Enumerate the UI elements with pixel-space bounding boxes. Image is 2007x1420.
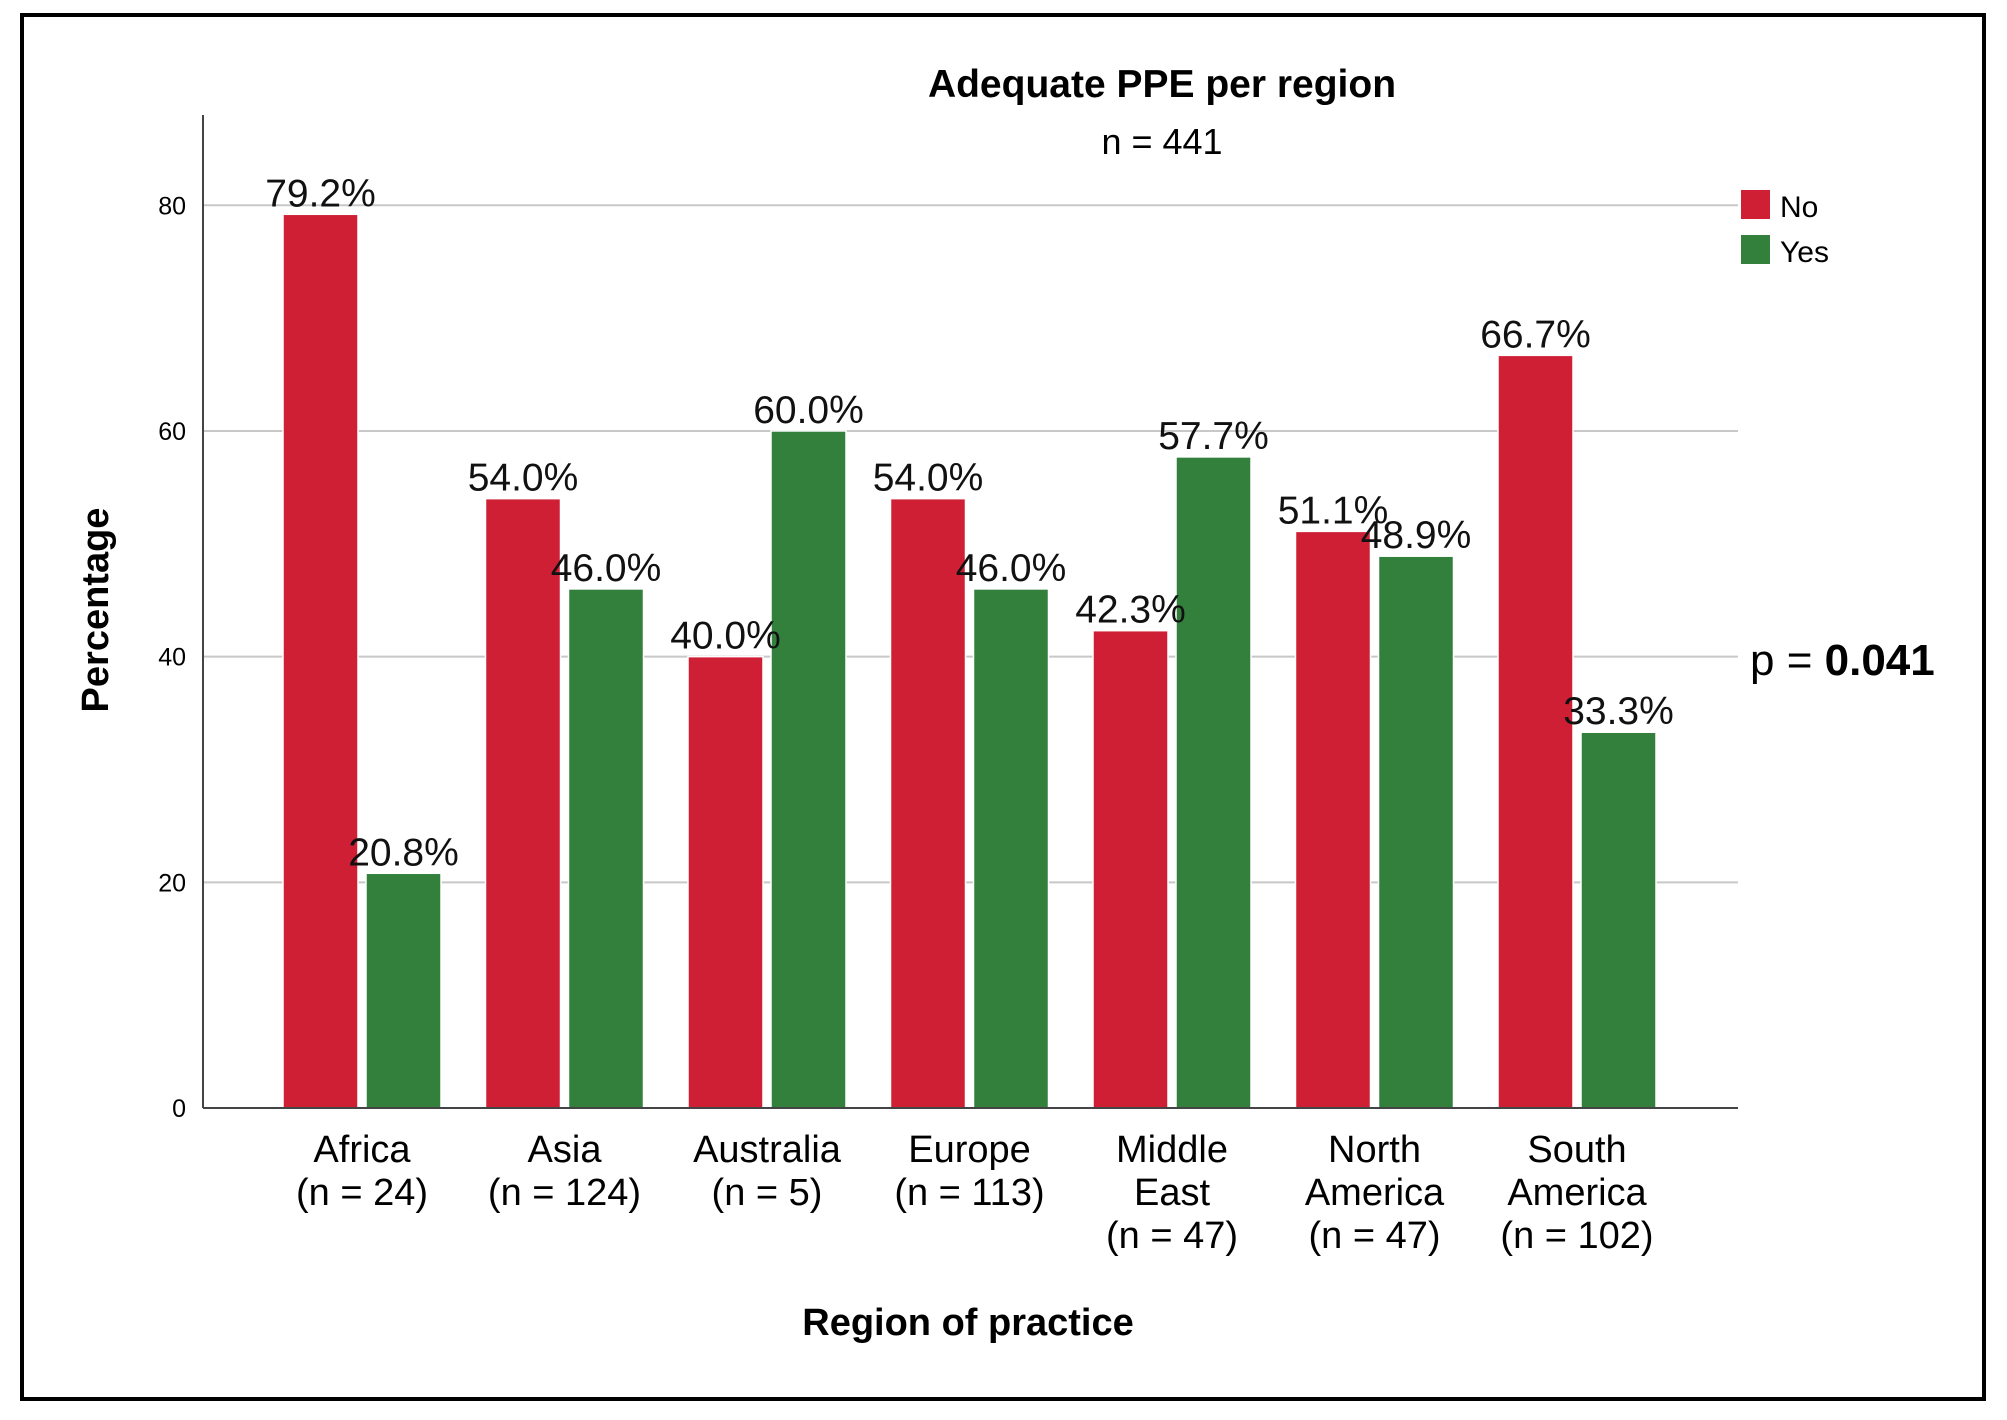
x-tick-label-line: America — [1507, 1172, 1647, 1214]
axes: 0 20 40 60 80 Africa (n = 24) Asia (n = 124) Aust… — [158, 115, 1738, 1257]
data-label-no: 40.0% — [670, 615, 781, 658]
data-label-yes: 33.3% — [1563, 690, 1674, 733]
x-tick-label-line: (n = 113) — [894, 1172, 1044, 1214]
bar-no — [1497, 354, 1574, 1109]
data-label-yes: 20.8% — [348, 831, 459, 874]
data-label-yes: 57.7% — [1158, 415, 1269, 458]
bar-yes — [365, 872, 442, 1109]
x-tick-label-line: America — [1305, 1172, 1445, 1214]
y-tick-label: 60 — [158, 418, 186, 446]
x-tick-label-line: North — [1328, 1129, 1421, 1171]
x-tick-label: Africa (n = 24) — [296, 1129, 428, 1214]
y-tick-label: 40 — [158, 644, 186, 672]
data-labels: 79.2%20.8%54.0%46.0%40.0%60.0%54.0%46.0%… — [265, 172, 1674, 874]
bar-no — [484, 497, 562, 1109]
bar-no — [1294, 530, 1372, 1109]
data-label-no: 54.0% — [468, 457, 579, 500]
x-tick-label-line: (n = 5) — [712, 1172, 823, 1214]
gridlines — [203, 204, 1738, 884]
data-label-no: 54.0% — [873, 457, 984, 500]
x-tick-label: Middle East (n = 47) — [1106, 1129, 1238, 1257]
bar-yes — [1580, 731, 1657, 1109]
x-tick-label-line: Australia — [693, 1129, 842, 1171]
x-tick-label-line: (n = 102) — [1500, 1215, 1653, 1257]
x-tick-label: Europe (n = 113) — [894, 1129, 1044, 1214]
y-axis-title: Percentage — [75, 508, 117, 713]
x-tick-label-line: (n = 24) — [296, 1172, 428, 1214]
y-tick-label: 20 — [158, 869, 186, 897]
data-label-yes: 46.0% — [551, 547, 662, 590]
x-tick-label-line: Middle — [1116, 1129, 1228, 1171]
y-tick-label: 80 — [158, 192, 186, 220]
bar-yes — [567, 588, 645, 1109]
x-tick-label-line: East — [1134, 1172, 1210, 1214]
data-label-no: 42.3% — [1075, 589, 1186, 632]
bar-no — [282, 213, 359, 1109]
legend: No Yes — [1741, 190, 1829, 269]
bar-no — [889, 497, 967, 1109]
chart-title: Adequate PPE per region — [928, 63, 1396, 106]
x-axis-title: Region of practice — [802, 1302, 1134, 1344]
x-tick-label: Australia (n = 5) — [693, 1129, 842, 1214]
x-tick-label-line: Europe — [908, 1129, 1031, 1171]
x-tick-label-line: (n = 47) — [1308, 1215, 1440, 1257]
bar-yes — [770, 430, 847, 1109]
bar-yes — [972, 588, 1050, 1109]
bar-yes — [1377, 555, 1455, 1109]
x-tick-label-line: (n = 47) — [1106, 1215, 1238, 1257]
bar-yes — [1175, 456, 1252, 1109]
p-value-annotation: p = 0.041 — [1750, 636, 1935, 685]
legend-swatch-yes — [1741, 235, 1770, 264]
legend-label-yes: Yes — [1780, 236, 1829, 269]
x-tick-label-line: (n = 124) — [488, 1172, 641, 1214]
x-tick-label-line: Africa — [313, 1129, 411, 1171]
x-tick-label: Asia (n = 124) — [488, 1129, 641, 1214]
x-tick-label: South America (n = 102) — [1500, 1129, 1653, 1257]
p-value: 0.041 — [1825, 636, 1935, 685]
legend-label-no: No — [1780, 191, 1818, 224]
chart-subtitle: n = 441 — [1101, 121, 1222, 162]
data-label-no: 66.7% — [1480, 313, 1591, 356]
data-label-yes: 46.0% — [956, 547, 1067, 590]
legend-swatch-no — [1741, 190, 1770, 219]
x-tick-label: North America (n = 47) — [1305, 1129, 1445, 1257]
y-tick-label: 0 — [172, 1095, 186, 1123]
bars — [282, 213, 1657, 1109]
p-value-prefix: p = — [1750, 636, 1825, 685]
bar-no — [687, 655, 764, 1109]
x-tick-label-line: South — [1527, 1129, 1626, 1171]
data-label-yes: 60.0% — [753, 389, 864, 432]
data-label-no: 51.1% — [1278, 489, 1389, 532]
x-tick-label-line: Asia — [528, 1129, 603, 1171]
data-label-yes: 48.9% — [1361, 514, 1472, 557]
data-label-no: 79.2% — [265, 172, 376, 215]
bar-no — [1092, 629, 1169, 1109]
